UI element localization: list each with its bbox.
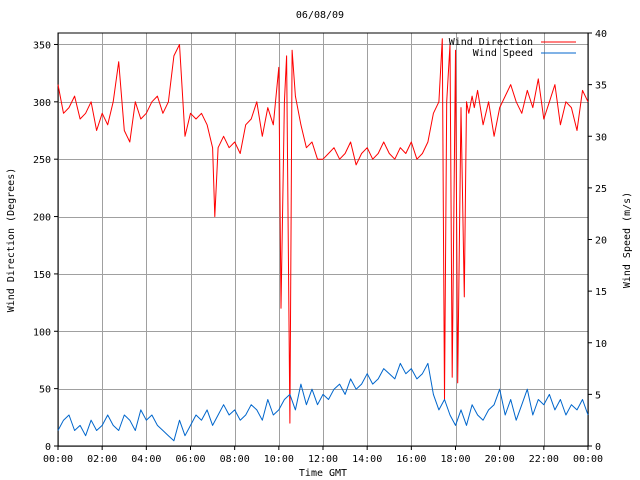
x-tick-label-0: 00:00 <box>43 454 73 465</box>
y-left-tick-label-1: 50 <box>39 385 51 396</box>
x-tick-label-5: 10:00 <box>264 454 294 465</box>
y-right-tick-label-0: 0 <box>595 442 601 453</box>
series-line-wind-direction <box>57 38 589 424</box>
y-right-tick-label-3: 15 <box>595 287 607 298</box>
x-tick-label-3: 06:00 <box>175 454 205 465</box>
legend-label-wind-speed: Wind Speed <box>473 48 533 59</box>
y-right-axis-ticks: 0 5 10 15 20 25 30 35 40 <box>588 29 607 453</box>
y-right-tick-label-6: 30 <box>595 132 607 143</box>
x-tick-label-8: 16:00 <box>396 454 426 465</box>
y-right-axis-label: Wind Speed (m/s) <box>622 192 633 288</box>
x-tick-label-9: 18:00 <box>440 454 470 465</box>
grid-lines <box>58 33 589 447</box>
y-right-tick-label-8: 40 <box>595 29 607 40</box>
x-tick-label-12: 00:00 <box>573 454 603 465</box>
series-line-wind-speed <box>57 362 589 442</box>
series-lines <box>57 38 589 442</box>
y-right-tick-label-4: 20 <box>595 236 607 247</box>
y-left-tick-label-6: 300 <box>33 98 51 109</box>
x-tick-label-1: 02:00 <box>87 454 117 465</box>
y-right-tick-label-2: 10 <box>595 339 607 350</box>
y-left-tick-label-2: 100 <box>33 327 51 338</box>
y-right-tick-label-5: 25 <box>595 184 607 195</box>
x-tick-label-10: 20:00 <box>485 454 515 465</box>
x-axis-label: Time GMT <box>299 468 347 479</box>
x-tick-label-2: 04:00 <box>131 454 161 465</box>
legend-label-wind-direction: Wind Direction <box>449 37 533 48</box>
y-right-tick-label-1: 5 <box>595 390 601 401</box>
x-axis-ticks: 00:00 02:00 04:00 06:00 08:00 10:00 12:00 14:00… <box>43 446 603 465</box>
chart-title: 06/08/09 <box>296 10 344 21</box>
y-left-axis-ticks: 0 50 100 150 200 250 300 350 <box>33 40 58 453</box>
legend: Wind Direction Wind Speed <box>449 37 576 59</box>
y-left-tick-label-3: 150 <box>33 270 51 281</box>
y-left-tick-label-7: 350 <box>33 40 51 51</box>
y-left-tick-label-4: 200 <box>33 213 51 224</box>
y-right-tick-label-7: 35 <box>595 81 607 92</box>
x-tick-label-7: 14:00 <box>352 454 382 465</box>
x-tick-label-11: 22:00 <box>529 454 559 465</box>
y-left-tick-label-0: 0 <box>45 442 51 453</box>
y-left-axis-label: Wind Direction (Degrees) <box>6 168 17 313</box>
y-left-tick-label-5: 250 <box>33 155 51 166</box>
x-tick-label-6: 12:00 <box>308 454 338 465</box>
x-tick-label-4: 08:00 <box>220 454 250 465</box>
